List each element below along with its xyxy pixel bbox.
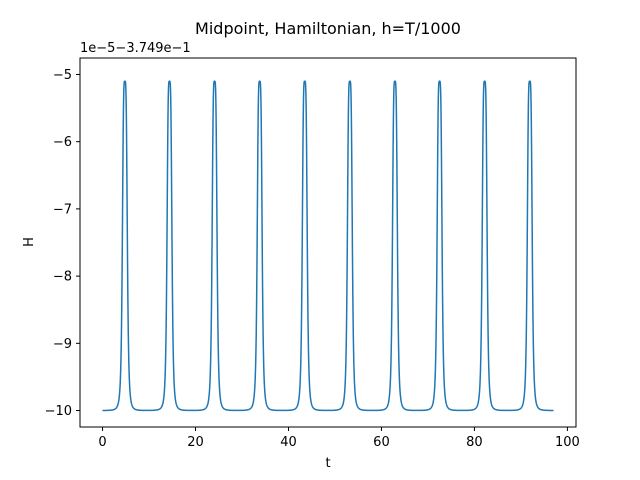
y-tick-label: −10 — [45, 404, 72, 419]
y-axis-ticks: −5 −6 −7 −8 −9 −10 — [45, 68, 80, 419]
x-tick-label: 80 — [466, 435, 483, 450]
y-tick-label: −6 — [53, 135, 72, 150]
chart-title: Midpoint, Hamiltonian, h=T/1000 — [195, 19, 461, 38]
y-tick-label: −9 — [53, 337, 72, 352]
x-axis-label: t — [325, 456, 330, 471]
y-offset-label: 1e−5−3.749e−1 — [80, 41, 191, 56]
x-tick-label: 60 — [373, 435, 390, 450]
series-line — [101, 80, 555, 412]
y-tick-label: −7 — [53, 202, 72, 217]
y-tick-label: −5 — [53, 68, 72, 83]
y-axis-label: H — [22, 237, 37, 247]
plot-area — [101, 80, 555, 412]
x-tick-label: 20 — [187, 435, 204, 450]
y-tick-label: −8 — [53, 270, 72, 285]
x-tick-label: 40 — [280, 435, 297, 450]
x-axis-ticks: 0 20 40 60 80 100 — [98, 427, 580, 450]
x-tick-label: 100 — [555, 435, 580, 450]
x-tick-label: 0 — [98, 435, 106, 450]
axes-frame — [79, 57, 577, 428]
